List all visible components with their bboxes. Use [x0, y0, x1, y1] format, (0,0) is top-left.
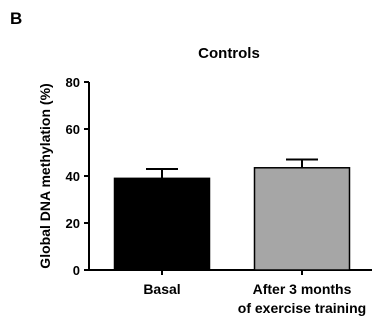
y-tick-label: 40 [66, 169, 80, 184]
bar [253, 167, 351, 271]
x-tick-label: Basal [143, 281, 180, 297]
bar [113, 177, 211, 271]
y-tick-label: 60 [66, 122, 80, 137]
panel-label: B [10, 9, 22, 28]
y-tick-label: 0 [73, 263, 80, 278]
y-axis-label: Global DNA methylation (%) [37, 83, 53, 268]
y-tick-label: 20 [66, 216, 80, 231]
plot-area: 0 20 40 60 80 Basal After 3 months of exercise … [66, 75, 372, 316]
x-tick-label: After 3 months [253, 281, 352, 297]
x-tick-label: of exercise training [238, 300, 366, 316]
y-tick-label: 80 [66, 75, 80, 90]
chart-title: Controls [198, 45, 260, 62]
